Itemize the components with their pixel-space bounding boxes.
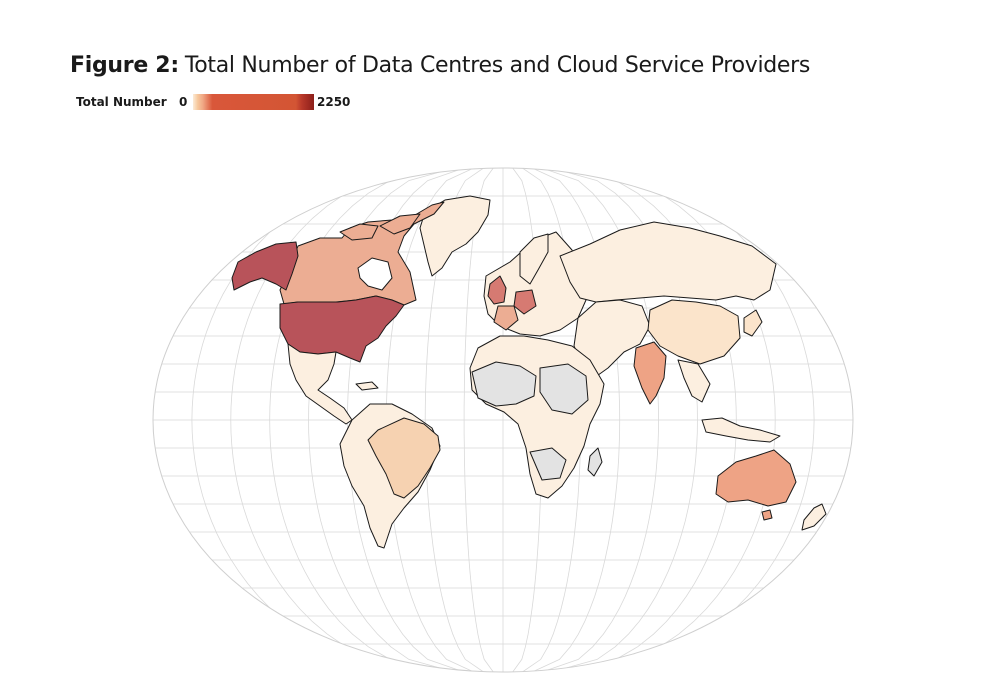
region-germany — [513, 289, 537, 315]
region-scandinavia — [519, 233, 549, 285]
region-india — [633, 341, 667, 405]
hudson-bay — [357, 257, 393, 291]
region-southeast-asia — [677, 359, 711, 403]
legend-title: Total Number — [76, 95, 167, 109]
figure-title-text: Total Number of Data Centres and Cloud S… — [184, 53, 811, 78]
region-madagascar — [587, 447, 603, 477]
region-china — [647, 299, 741, 365]
region-alaska — [231, 241, 299, 291]
region-canada-islands — [339, 213, 421, 241]
globe-outline — [152, 167, 854, 673]
region-indonesia — [701, 417, 781, 443]
region-africa-nodata-south — [529, 447, 567, 481]
region-mexico — [287, 343, 353, 425]
region-france — [493, 305, 519, 331]
region-russia — [559, 221, 777, 303]
region-caribbean — [355, 381, 379, 391]
region-canada — [279, 201, 445, 306]
region-tasmania — [761, 509, 773, 521]
region-brazil — [367, 417, 441, 499]
legend-max-label: 2250 — [317, 95, 351, 109]
legend-color-bar — [193, 94, 314, 110]
graticule — [153, 168, 853, 672]
figure-title: Figure 2: Total Number of Data Centres an… — [70, 53, 810, 78]
region-new-zealand — [801, 503, 827, 531]
region-africa-nodata-central — [539, 363, 589, 415]
figure-label: Figure 2: — [70, 53, 179, 78]
region-greenland — [419, 195, 491, 277]
region-africa-nodata-west — [471, 361, 537, 407]
region-japan — [743, 309, 763, 337]
region-united-kingdom — [487, 275, 507, 305]
region-australia — [715, 449, 797, 507]
region-africa — [469, 335, 605, 499]
color-legend: Total Number 0 2250 — [76, 94, 396, 110]
legend-min-label: 0 — [179, 95, 188, 109]
